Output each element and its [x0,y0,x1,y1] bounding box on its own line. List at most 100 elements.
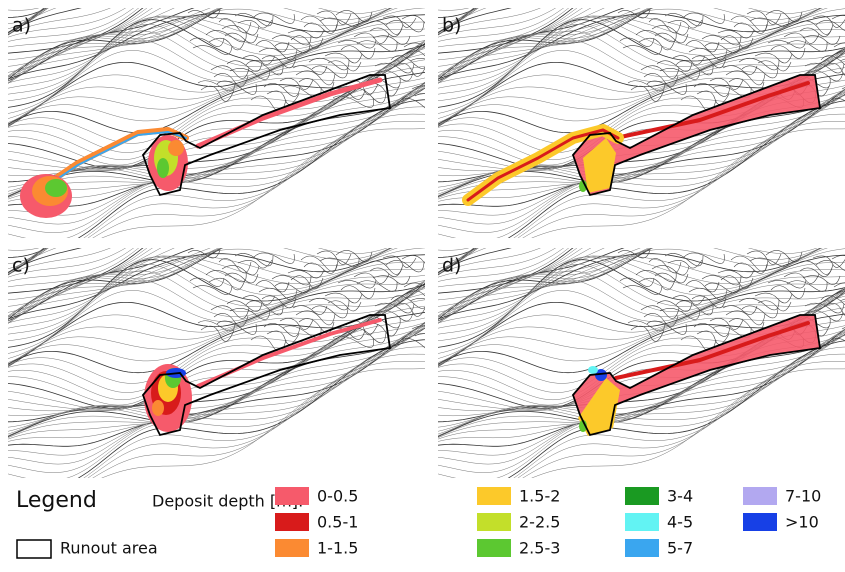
contour [438,8,605,78]
ridge [197,320,236,332]
ridge [767,279,807,289]
ridge [261,295,297,309]
contour [438,335,845,478]
contour [8,85,425,198]
ridge [704,42,741,54]
contour [522,121,845,238]
ridge [812,15,845,28]
ridge [783,32,820,44]
map [428,0,845,238]
ridge [828,98,845,103]
ridge [409,297,425,302]
ridge [722,305,758,315]
ridge [385,20,425,33]
ridge [390,295,425,309]
contour [8,248,392,317]
legend-swatch [625,513,659,531]
ridge [229,307,271,320]
contour [438,293,845,366]
contour [8,8,425,102]
ridge [765,10,803,23]
contour [522,361,845,478]
contour [438,8,625,82]
contour [438,53,845,126]
ridge [757,60,792,72]
contour [438,91,845,233]
ridge [783,272,820,284]
contour [438,8,641,84]
ridge [213,313,249,327]
ridge [664,253,704,267]
deposit [588,366,598,374]
ridge [741,305,779,319]
contour [438,42,845,126]
ridge [295,310,336,326]
ridge [749,257,790,267]
contour [8,44,425,125]
contour [8,284,425,365]
ridge [266,330,300,345]
ridge [261,55,297,69]
contour [428,0,845,3]
contour [8,325,425,438]
ridge [332,95,374,108]
contour [8,333,425,478]
deposit [573,75,820,195]
contour [8,248,82,274]
legend-label: 2-2.5 [519,513,560,532]
ridge [282,325,322,338]
ridge [799,267,833,277]
contour [92,361,425,478]
ridge [619,37,655,47]
ridge [640,305,680,319]
legend-label: 7-10 [785,487,821,506]
ridge [216,320,257,335]
ridge [654,272,689,284]
ridge [308,297,350,311]
contour [513,106,845,238]
contour [438,328,845,447]
ridge [638,277,676,291]
contour [8,286,425,367]
ridge [815,260,845,272]
ridge [327,60,362,72]
ridge [685,280,720,293]
contour [8,280,425,366]
ridge [192,45,233,55]
ridge [828,338,845,343]
ridge [340,45,376,59]
contour [8,8,140,48]
deposit [168,140,184,156]
ridge [292,65,328,75]
contour [531,368,845,478]
panel-label: a) [12,15,31,37]
ridge [187,9,221,19]
ridge [654,32,689,44]
ridge [406,290,425,297]
ridge [324,292,363,304]
ridge [701,275,742,286]
ridge [290,35,324,49]
ridge [648,258,682,274]
contour [438,8,570,48]
ridge [229,67,271,80]
contour [438,248,605,318]
legend-label: 4-5 [667,513,693,532]
contour [438,8,512,34]
ridge [619,277,655,287]
deposit [466,128,620,202]
contour [8,288,425,411]
ridge [192,285,233,295]
ridge [738,57,780,71]
contour [8,82,425,207]
ridge [377,70,414,82]
ridge [635,270,677,283]
deposit [595,369,607,381]
ridge [369,27,403,37]
ridge [717,269,755,279]
contour [8,46,425,126]
contour [8,286,425,366]
contour [438,8,541,35]
ridge [263,323,301,337]
contour [87,353,425,478]
